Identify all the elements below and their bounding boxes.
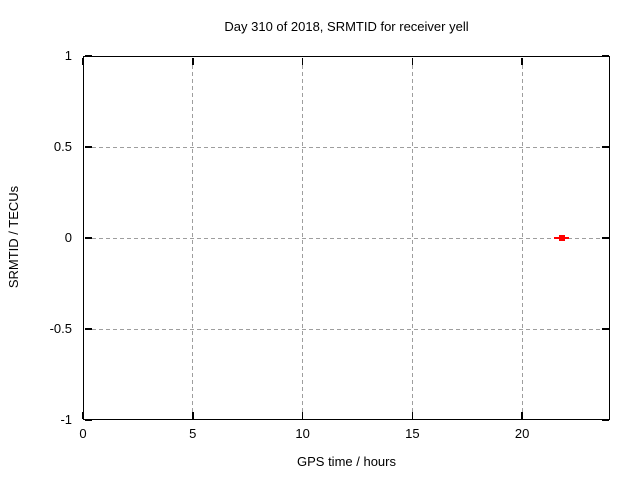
x-axis-label: GPS time / hours bbox=[297, 454, 396, 469]
y-tick-right bbox=[601, 328, 609, 330]
y-tick-left bbox=[84, 55, 92, 57]
y-tick-label: 0 bbox=[64, 230, 72, 245]
y-tick-right bbox=[601, 237, 609, 239]
x-tick-bottom bbox=[82, 411, 84, 419]
x-tick-label: 10 bbox=[295, 426, 310, 441]
y-gridline bbox=[84, 328, 609, 330]
y-tick-left bbox=[84, 146, 92, 148]
y-tick-label: -0.5 bbox=[49, 321, 72, 336]
data-point bbox=[558, 235, 565, 241]
x-tick-bottom bbox=[411, 411, 414, 419]
x-tick-label: 0 bbox=[79, 426, 87, 441]
y-tick-left bbox=[84, 419, 92, 421]
x-tick-top bbox=[521, 57, 523, 65]
x-tick-top bbox=[411, 57, 414, 65]
y-tick-right bbox=[601, 419, 609, 421]
x-tick-top bbox=[82, 57, 84, 65]
y-tick-right bbox=[601, 55, 609, 57]
plot-area bbox=[83, 56, 610, 420]
x-tick-label: 15 bbox=[405, 426, 420, 441]
x-tick-top bbox=[192, 57, 194, 65]
chart-title: Day 310 of 2018, SRMTID for receiver yel… bbox=[224, 19, 469, 34]
x-tick-label: 5 bbox=[189, 426, 197, 441]
y-tick-left bbox=[84, 328, 92, 330]
x-tick-top bbox=[301, 57, 304, 65]
y-tick-label: 1 bbox=[64, 48, 72, 63]
x-tick-bottom bbox=[521, 411, 523, 419]
y-tick-label: -1 bbox=[60, 412, 72, 427]
y-tick-left bbox=[84, 237, 92, 239]
x-tick-bottom bbox=[192, 411, 194, 419]
x-tick-bottom bbox=[301, 411, 304, 419]
y-gridline bbox=[84, 146, 609, 148]
y-tick-right bbox=[601, 146, 609, 148]
y-gridline bbox=[84, 237, 609, 239]
y-tick-label: 0.5 bbox=[53, 139, 72, 154]
x-tick-label: 20 bbox=[514, 426, 530, 441]
